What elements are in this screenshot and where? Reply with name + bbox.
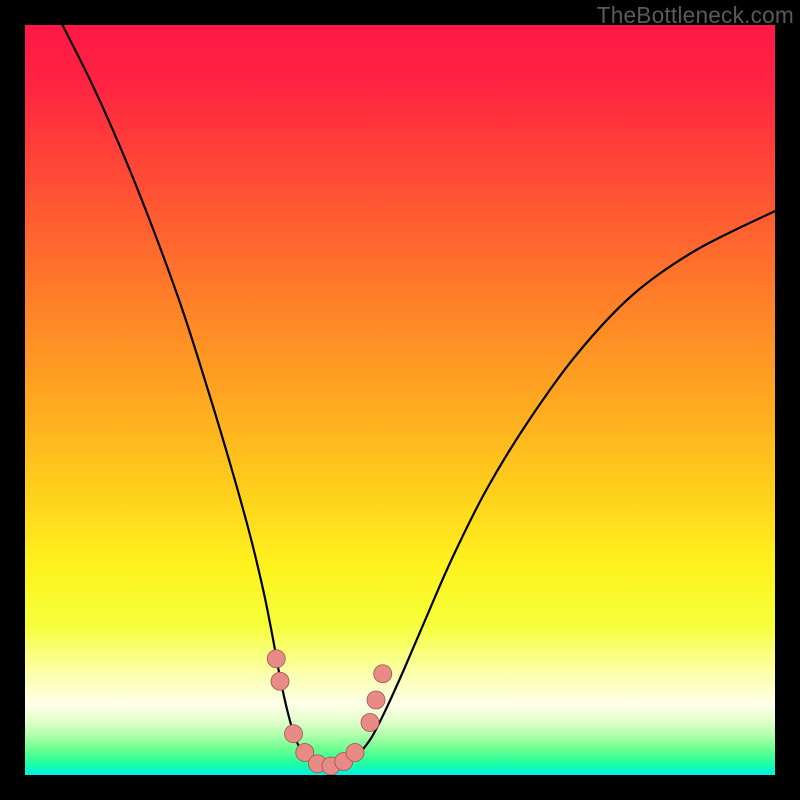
curve-marker bbox=[374, 665, 392, 683]
curve-marker bbox=[267, 650, 285, 668]
gradient-background bbox=[25, 25, 775, 775]
chart-root: TheBottleneck.com bbox=[0, 0, 800, 800]
curve-marker bbox=[361, 714, 379, 732]
curve-marker bbox=[367, 691, 385, 709]
curve-marker bbox=[285, 725, 303, 743]
watermark-text: TheBottleneck.com bbox=[597, 2, 794, 29]
curve-marker bbox=[271, 672, 289, 690]
curve-marker bbox=[346, 744, 364, 762]
plot-area bbox=[25, 25, 775, 775]
